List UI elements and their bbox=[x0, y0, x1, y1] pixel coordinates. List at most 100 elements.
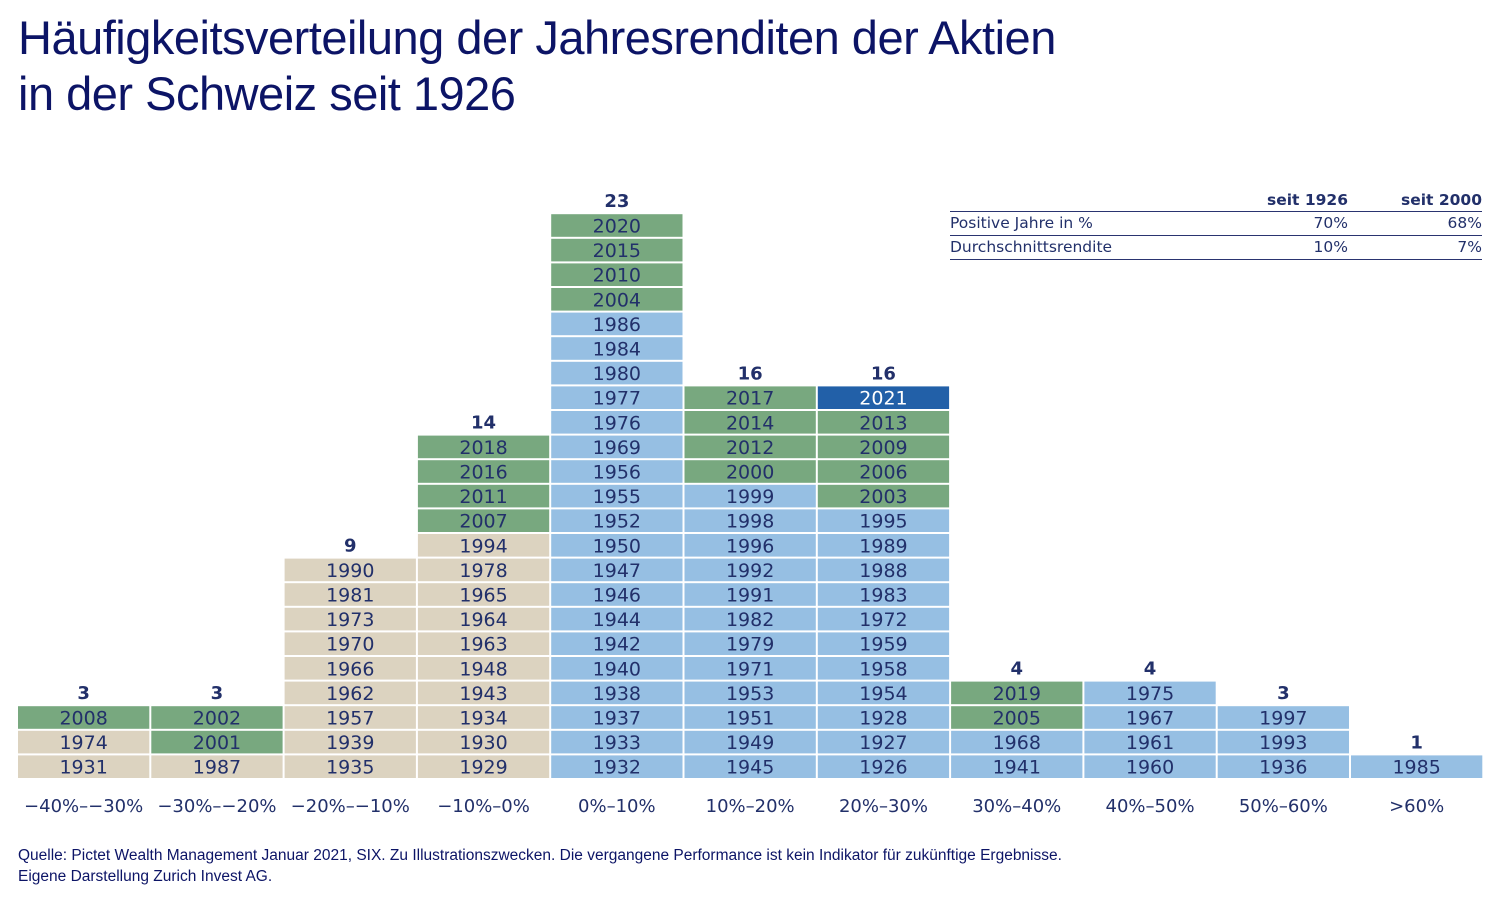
chart-title: Häufigkeitsverteilung der Jahresrenditen… bbox=[18, 10, 1056, 122]
count-label: 1 bbox=[1410, 732, 1423, 753]
year-cell bbox=[417, 730, 550, 754]
year-label: 1982 bbox=[726, 609, 774, 631]
year-cell bbox=[551, 411, 683, 434]
year-label: 1996 bbox=[726, 535, 774, 557]
year-label: 2004 bbox=[593, 289, 641, 311]
year-cell bbox=[551, 558, 683, 582]
category-label: 0%–10% bbox=[578, 796, 656, 817]
category-label: 40%–50% bbox=[1106, 796, 1195, 817]
year-label: 1929 bbox=[459, 757, 507, 779]
year-cell bbox=[1217, 706, 1349, 729]
year-label: 1991 bbox=[726, 585, 774, 607]
year-label: 1928 bbox=[859, 708, 907, 730]
year-cell bbox=[284, 558, 416, 582]
year-cell bbox=[817, 607, 950, 631]
year-cell bbox=[551, 361, 683, 385]
year-label: 1939 bbox=[326, 732, 374, 754]
year-label: 1976 bbox=[593, 412, 641, 434]
category-label: 20%–30% bbox=[839, 796, 928, 817]
year-label: 1935 bbox=[326, 757, 374, 779]
year-label: 1930 bbox=[459, 732, 507, 754]
year-label: 1985 bbox=[1392, 757, 1440, 779]
year-label: 2010 bbox=[593, 265, 641, 287]
year-cell bbox=[684, 755, 816, 778]
year-label: 2005 bbox=[993, 708, 1041, 730]
year-cell bbox=[551, 607, 683, 631]
year-cell bbox=[417, 484, 550, 508]
year-cell bbox=[817, 706, 950, 729]
year-label: 2019 bbox=[993, 683, 1041, 705]
year-cell bbox=[817, 632, 950, 655]
bar-stack: 1985 1 >60% bbox=[1351, 732, 1483, 817]
count-label: 23 bbox=[604, 191, 629, 212]
year-cell bbox=[417, 657, 550, 680]
year-cell bbox=[151, 706, 283, 729]
year-cell bbox=[817, 435, 950, 459]
year-label: 1975 bbox=[1126, 683, 1174, 705]
year-label: 1947 bbox=[593, 560, 641, 582]
year-cell bbox=[817, 386, 950, 409]
stats-header-since-1926: seit 1926 bbox=[1267, 191, 1348, 209]
count-label: 3 bbox=[77, 683, 90, 704]
year-cell bbox=[1217, 755, 1349, 778]
year-label: 1950 bbox=[593, 535, 641, 557]
year-label: 1960 bbox=[1126, 757, 1174, 779]
category-label: 30%–40% bbox=[972, 796, 1061, 817]
year-label: 1949 bbox=[726, 732, 774, 754]
year-label: 1954 bbox=[859, 683, 907, 705]
year-label: 2018 bbox=[459, 437, 507, 459]
year-cell bbox=[684, 657, 816, 680]
stats-table: seit 1926 seit 2000 Positive Jahre in % … bbox=[950, 190, 1482, 260]
year-label: 1988 bbox=[859, 560, 907, 582]
category-label: −20%–−10% bbox=[291, 796, 410, 817]
year-label: 1964 bbox=[459, 609, 507, 631]
year-cell bbox=[684, 386, 816, 409]
year-label: 1938 bbox=[593, 683, 641, 705]
year-label: 1993 bbox=[1259, 732, 1307, 754]
year-cell bbox=[417, 435, 550, 459]
year-cell bbox=[817, 411, 950, 434]
stats-value-since-2000: 68% bbox=[1447, 214, 1482, 232]
year-label: 1931 bbox=[59, 757, 107, 779]
stats-row-positive-years: Positive Jahre in % 70% 68% bbox=[950, 212, 1482, 236]
year-label: 1971 bbox=[726, 658, 774, 680]
year-cell bbox=[284, 755, 416, 778]
year-cell bbox=[417, 460, 550, 483]
year-cell bbox=[951, 681, 1083, 705]
year-cell bbox=[551, 583, 683, 606]
year-label: 1927 bbox=[859, 732, 907, 754]
year-label: 1955 bbox=[593, 486, 641, 508]
year-label: 1961 bbox=[1126, 732, 1174, 754]
year-cell bbox=[551, 460, 683, 483]
year-cell bbox=[951, 706, 1083, 729]
year-cell bbox=[18, 730, 150, 754]
stats-value-since-1926: 70% bbox=[1313, 214, 1348, 232]
year-label: 1995 bbox=[859, 511, 907, 533]
year-cell bbox=[1084, 706, 1216, 729]
year-cell bbox=[284, 607, 416, 631]
chart-title-line-2: in der Schweiz seit 1926 bbox=[18, 67, 516, 120]
year-label: 1957 bbox=[326, 708, 374, 730]
year-label: 2008 bbox=[59, 708, 107, 730]
year-label: 1965 bbox=[459, 585, 507, 607]
year-cell bbox=[684, 730, 816, 754]
year-label: 2002 bbox=[193, 708, 241, 730]
category-label: −30%–−20% bbox=[157, 796, 276, 817]
year-label: 1972 bbox=[859, 609, 907, 631]
year-cell bbox=[284, 681, 416, 705]
year-cell bbox=[951, 730, 1083, 754]
stats-header-label bbox=[950, 190, 1228, 211]
year-cell bbox=[417, 558, 550, 582]
year-label: 1948 bbox=[459, 658, 507, 680]
year-cell bbox=[551, 337, 683, 360]
source-line-2: Eigene Darstellung Zurich Invest AG. bbox=[18, 868, 273, 885]
count-label: 9 bbox=[344, 536, 357, 557]
year-label: 1989 bbox=[859, 535, 907, 557]
year-label: 2015 bbox=[593, 240, 641, 262]
count-label: 4 bbox=[1144, 659, 1157, 680]
year-cell bbox=[817, 460, 950, 483]
year-cell bbox=[684, 534, 816, 557]
